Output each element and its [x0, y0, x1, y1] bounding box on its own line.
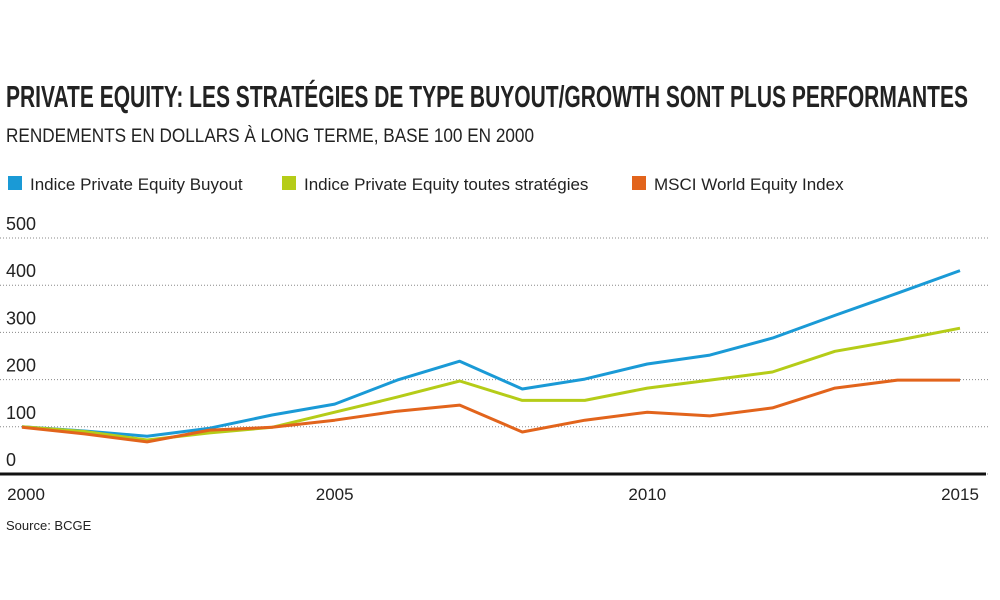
x-tick-label: 2015 [941, 485, 979, 504]
legend-label: Indice Private Equity Buyout [30, 175, 243, 194]
legend-swatch [282, 176, 296, 190]
x-tick-label: 2000 [7, 485, 45, 504]
x-tick-label: 2010 [628, 485, 666, 504]
x-tick-label: 2005 [316, 485, 354, 504]
y-tick-label: 500 [6, 214, 36, 234]
y-tick-label: 100 [6, 403, 36, 423]
legend-label: MSCI World Equity Index [654, 175, 844, 194]
series-line [21, 326, 961, 442]
y-tick-label: 400 [6, 261, 36, 281]
legend-swatch [8, 176, 22, 190]
y-tick-label: 300 [6, 308, 36, 328]
chart-title: PRIVATE EQUITY: LES STRATÉGIES DE TYPE B… [6, 79, 968, 114]
source: Source: BCGE [6, 518, 92, 533]
series-line [21, 378, 960, 444]
chart-subtitle: RENDEMENTS EN DOLLARS À LONG TERME, BASE… [6, 126, 534, 147]
y-tick-label: 200 [6, 356, 36, 376]
series-line [21, 269, 961, 438]
y-tick-label: 0 [6, 450, 16, 470]
legend-label: Indice Private Equity toutes stratégies [304, 175, 588, 194]
legend-swatch [632, 176, 646, 190]
